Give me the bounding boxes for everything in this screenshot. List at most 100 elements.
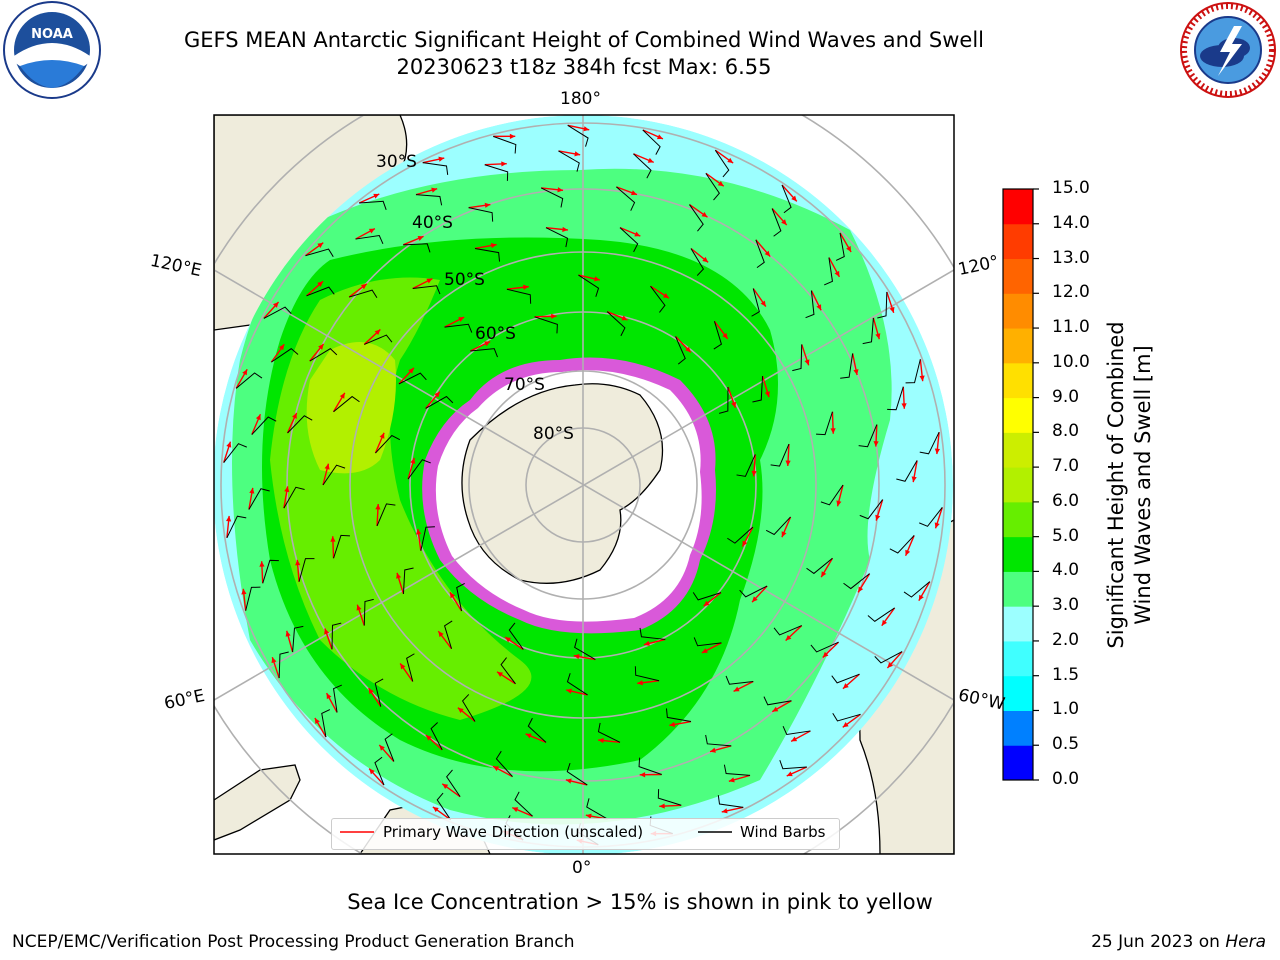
wind-barb (831, 673, 860, 684)
wind-barb (806, 557, 833, 575)
colorbar-tick-label: 2.0 (1052, 629, 1080, 650)
colorbar-border (1002, 188, 1034, 781)
wave-arrow-head (284, 486, 290, 493)
wave-arrow-head (637, 680, 643, 686)
wave-arrow-head (918, 594, 924, 601)
wave-arrow-head (727, 157, 734, 164)
wave-arrow-head (410, 457, 416, 464)
noaa-logo: NOAA (3, 1, 101, 99)
wave-arrow-head (836, 500, 842, 507)
colorbar-tick-label: 6.0 (1052, 490, 1080, 511)
wave-arrow-head (368, 228, 375, 234)
wave-arrow-head (374, 329, 381, 336)
wind-barb (566, 673, 588, 696)
wave-arrow-head (772, 706, 779, 712)
wind-barb (723, 764, 751, 776)
wind-barb (634, 666, 660, 682)
wind-barb (527, 717, 547, 743)
wind-barb (349, 289, 378, 298)
wave-arrow-head (634, 231, 641, 237)
colorbar-tick-label: 9.0 (1052, 386, 1080, 407)
wind-barb (858, 424, 878, 448)
wave-arrow-head (241, 588, 247, 595)
wave-arrow-head (889, 306, 895, 313)
wave-arrow-head (551, 313, 557, 319)
sea-ice-note: Sea Ice Concentration > 15% is shown in … (347, 890, 933, 914)
wind-barb (717, 795, 744, 808)
wind-barb (422, 162, 449, 175)
wave-arrow-head (816, 304, 822, 311)
wind-barb (714, 149, 730, 178)
wind-barb (633, 153, 652, 179)
wind-barb (398, 372, 427, 385)
wind-barb (495, 750, 513, 777)
wave-arrow-head (881, 619, 888, 626)
wind-barb (713, 321, 723, 350)
wave-arrow-head (512, 807, 519, 813)
wind-barb (616, 186, 636, 211)
wave-arrow-head (426, 278, 433, 284)
wind-barb (752, 376, 764, 403)
wave-arrow-head (438, 156, 445, 162)
wave-arrow-head (701, 648, 708, 653)
wave-arrow-head (438, 631, 444, 638)
wave-arrow-head (781, 531, 787, 538)
wave-arrow-head (834, 270, 840, 277)
wind-barb (223, 443, 247, 463)
wind-barb (384, 733, 395, 762)
wave-arrow-head (379, 432, 385, 439)
wave-arrow-head (717, 180, 724, 187)
wave-arrow-head (525, 733, 532, 739)
wind-barb (835, 232, 845, 261)
wind-barb (896, 460, 918, 482)
wind-barb (430, 722, 443, 751)
wind-barb (474, 248, 501, 262)
wind-barb (586, 798, 608, 820)
wave-arrow-head (875, 514, 881, 521)
wind-barb (690, 248, 705, 276)
nws-logo (1180, 2, 1276, 98)
colorbar-segment (1003, 640, 1033, 677)
wave-arrow-head (830, 428, 836, 434)
wind-barb (415, 194, 443, 206)
footer-host: Hera (1225, 932, 1266, 952)
wave-arrow-head (842, 721, 849, 728)
map-border (213, 114, 955, 855)
wind-barb (650, 285, 666, 313)
wave-arrow-head (415, 528, 422, 535)
wave-arrow-head (583, 126, 590, 132)
colorbar-segment (1003, 710, 1033, 746)
wind-barb (843, 573, 870, 590)
wind-barb (436, 792, 452, 821)
wave-arrow-head (858, 586, 864, 593)
lat-label-80s: 80°S (533, 424, 574, 444)
chart-title: GEFS MEAN Antarctic Significant Height o… (183, 28, 985, 52)
wind-barb (771, 208, 782, 237)
wave-arrow-head (701, 211, 708, 218)
wind-barb (333, 534, 350, 559)
wave-arrow-head (764, 391, 770, 398)
wind-barb (376, 503, 396, 527)
wave-arrow-head (509, 133, 516, 139)
wind-barb (364, 334, 393, 345)
wind-barb (840, 353, 854, 379)
wind-barb (333, 684, 342, 713)
wave-arrow-head (523, 284, 529, 290)
wind-barb (412, 285, 441, 295)
wave-arrow-head (490, 242, 497, 249)
wave-arrow-head (442, 783, 449, 790)
wind-barb (874, 651, 903, 664)
wave-arrow-head (630, 190, 637, 196)
wave-arrow-head (621, 315, 628, 321)
wind-barb (739, 585, 768, 598)
wave-arrow-head (292, 412, 297, 419)
wave-arrow-head (785, 460, 791, 467)
wave-arrow-head (314, 717, 320, 724)
wind-barb (374, 756, 385, 786)
colorbar-label-line2: Wind Waves and Swell [m] (1131, 345, 1155, 625)
wave-arrow-head (573, 654, 580, 660)
colorbar-segment (1003, 223, 1033, 260)
colorbar-segment (1003, 571, 1033, 607)
wave-arrow-head (271, 657, 277, 664)
wave-arrow-head (273, 302, 279, 308)
